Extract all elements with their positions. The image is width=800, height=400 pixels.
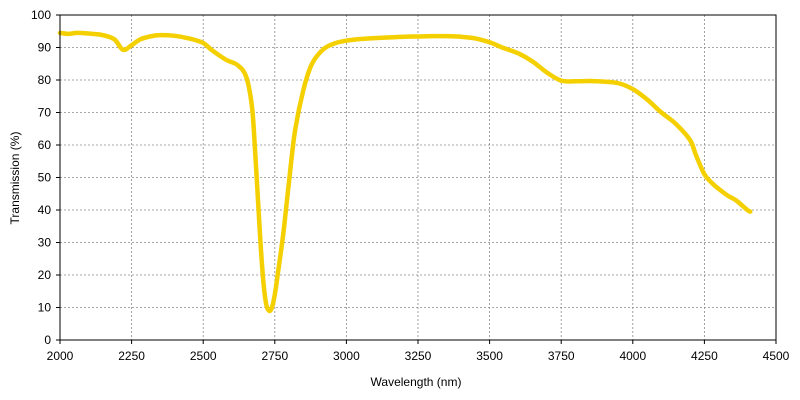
y-tick-label: 70 [38,106,52,120]
series-layer [57,30,753,314]
x-tick-label: 3000 [333,349,360,363]
plot-frame [59,14,777,341]
y-tick-label: 30 [38,236,52,250]
y-tick-label: 50 [38,171,52,185]
y-tick-label: 90 [38,41,52,55]
y-tick-label: 0 [44,333,51,347]
x-tick-label: 2250 [118,349,145,363]
x-tick-label: 3750 [548,349,575,363]
y-tick-label: 20 [38,268,52,282]
x-tick-label: 3250 [405,349,432,363]
x-tick-label: 2000 [47,349,74,363]
y-tick-label: 80 [38,73,52,87]
x-tick-label: 2500 [190,349,217,363]
gridlines [60,15,776,340]
y-tick-label: 10 [38,301,52,315]
y-tick-label: 100 [31,8,51,22]
transmission-series-line [57,30,753,314]
x-axis-title: Wavelength (nm) [371,375,462,389]
y-tick-label: 40 [38,203,52,217]
x-tick-label: 2750 [261,349,288,363]
tick-labels: 0 10 20 30 40 50 60 70 80 90 100 2000 2250 2500 2750 30… [31,8,790,363]
x-tick-label: 4250 [691,349,718,363]
x-tick-label: 4000 [619,349,646,363]
y-tick-label: 60 [38,138,52,152]
x-tick-label: 4500 [763,349,790,363]
y-axis-title: Transmission (%) [8,132,22,225]
axes [56,14,777,344]
x-tick-label: 3500 [476,349,503,363]
